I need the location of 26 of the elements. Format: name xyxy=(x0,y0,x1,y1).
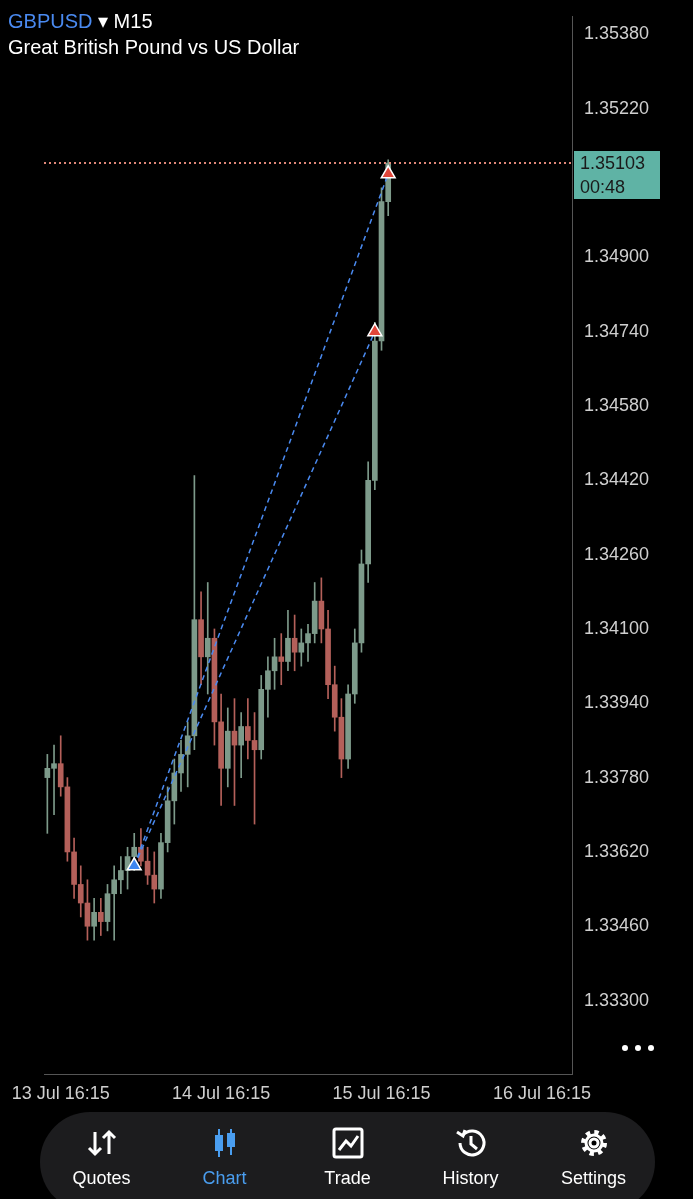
chart-title: GBPUSD ▾ M15 xyxy=(8,9,154,34)
y-tick-label: 1.33460 xyxy=(584,915,650,936)
y-tick-label: 1.34100 xyxy=(584,617,650,638)
y-tick-label: 1.35380 xyxy=(584,23,650,44)
text: Quotes xyxy=(72,1168,131,1189)
x-tick-label: 15 Jul 16:15 xyxy=(332,1083,431,1104)
text: Trade xyxy=(324,1168,371,1189)
y-tick-label: 1.34420 xyxy=(584,469,650,490)
x-tick-label: 14 Jul 16:15 xyxy=(172,1083,271,1104)
ref-line-label: 1.35103 xyxy=(580,153,646,174)
text: 00:48 xyxy=(580,177,626,198)
y-tick-label: 1.35220 xyxy=(584,97,650,118)
y-tick-label: 1.33620 xyxy=(584,840,650,861)
y-tick-label: 1.34580 xyxy=(584,395,650,415)
x-tick-label: 13 Jul 16:15 xyxy=(11,1083,110,1104)
y-tick-label: 1.33780 xyxy=(584,766,650,787)
text: Chart xyxy=(202,1168,247,1189)
x-tick-label: 16 Jul 16:15 xyxy=(492,1083,591,1104)
y-tick-label: 1.34900 xyxy=(584,246,650,267)
text: Settings xyxy=(560,1168,627,1189)
y-tick-label: 1.33940 xyxy=(584,692,650,713)
y-tick-label: 1.34260 xyxy=(584,543,650,564)
text: History xyxy=(442,1168,499,1189)
text: Great British Pound vs US Dollar xyxy=(8,35,300,60)
y-tick-label: 1.33300 xyxy=(584,989,650,1010)
y-tick-label: 1.34740 xyxy=(584,320,650,341)
